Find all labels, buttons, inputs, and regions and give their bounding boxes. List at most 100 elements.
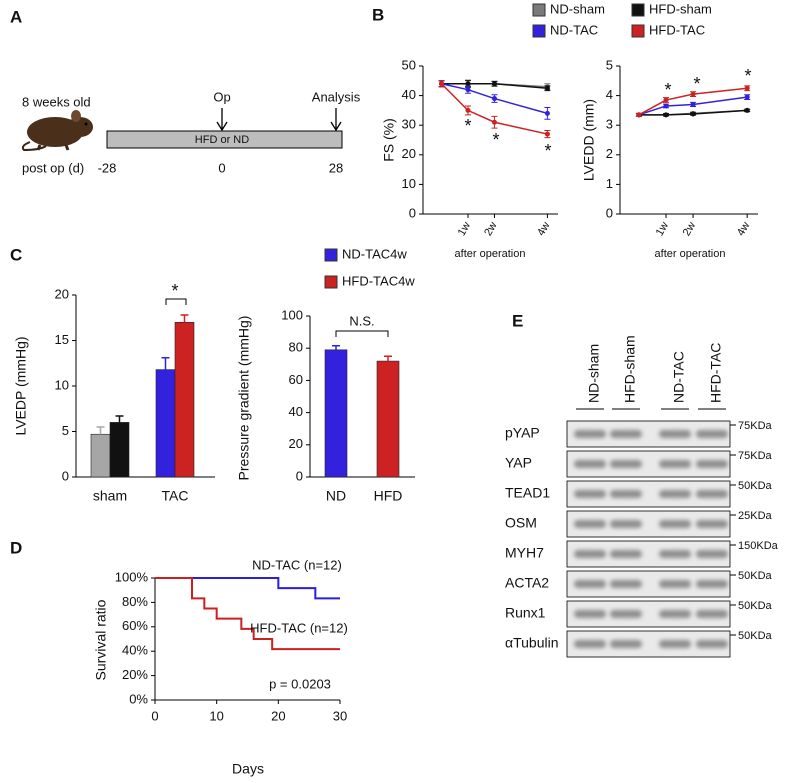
blot-band [696,550,728,558]
blot-band [696,640,728,648]
protein-label: TEAD1 [505,485,550,501]
error-bar [180,314,189,323]
blot-band [659,580,691,588]
protein-label: YAP [505,455,532,471]
y-tick-label: 80 [289,340,303,355]
protein-label: ACTA2 [505,575,549,591]
x-tick-label: TAC [162,488,189,504]
legend-swatch [324,248,338,262]
lane-label: ND-TAC [671,351,687,403]
y-axis-label: Pressure gradient (mmHg) [236,316,252,481]
series-line [155,577,340,651]
y-tick-label: 50 [402,57,416,72]
legend-label: HFD-sham [649,1,712,16]
blot-band [574,580,606,588]
blot-band [659,640,691,648]
y-tick-label: 40 [402,87,416,102]
marker-label: 50KDa [738,630,773,642]
legend-label: HFD-TAC [649,22,705,37]
y-tick-label: 20 [289,436,303,451]
blot-band [696,580,728,588]
protein-label: MYH7 [505,545,544,561]
y-tick-label: 10 [55,377,69,392]
blot-band [574,490,606,498]
bar-label: HFD or ND [195,134,249,146]
x-tick-label: 20 [271,708,285,723]
x-axis-label: after operation [655,248,726,260]
x-tick-label: 10 [209,708,223,723]
blot-band [696,610,728,618]
point [491,96,497,102]
y-axis-label: LVEDP (mmHg) [13,336,29,435]
blot-band [696,520,728,528]
lane-label: HFD-sham [622,335,638,403]
point [439,81,445,87]
analysis-label: Analysis [312,89,361,104]
arrow [216,108,228,132]
legend-swatch [532,24,546,38]
y-axis-label: FS (%) [381,118,397,162]
mouse-icon [21,110,93,152]
series-line [441,83,548,115]
timeline-tick: 28 [329,160,343,175]
legend-label: HFD-TAC4w [342,273,415,288]
series-line [638,109,748,116]
point [663,112,669,118]
blot-band [610,430,642,438]
y-tick-label: 60 [289,372,303,387]
point [690,111,696,117]
y-tick-label: 20 [55,286,69,301]
marker-label: 50KDa [738,570,773,582]
legend-label: ND-sham [550,1,605,16]
y-tick-label: 80% [122,594,148,609]
legend-swatch [532,3,546,17]
protein-label: αTubulin [505,635,559,651]
marker-label: 75KDa [738,450,773,462]
series-label: ND-TAC (n=12) [252,557,342,572]
marker-label: 50KDa [738,600,773,612]
protein-label: Runx1 [505,605,546,621]
bar [155,369,176,478]
significance-bracket [165,298,187,305]
x-tick-label: 30 [333,708,347,723]
blot-band [574,640,606,648]
annotation: p = 0.0203 [269,676,331,691]
series-line [440,83,548,135]
blot-band [659,460,691,468]
marker-label: 75KDa [738,420,773,432]
legend-swatch [324,275,338,289]
annotation: * [544,141,551,161]
error-bar [115,415,124,423]
point [465,81,471,87]
bar [174,321,195,478]
annotation: * [664,80,671,100]
panel-label: A [10,7,22,26]
age-label: 8 weeks old [22,94,91,109]
marker-label: 150KDa [738,540,779,552]
x-tick-label: 4w [735,220,752,238]
x-tick-label: HFD [374,488,403,504]
point [744,85,750,91]
blot-band [696,490,728,498]
annotation: * [464,116,471,136]
y-tick-label: 0% [129,691,148,706]
significance-bracket [335,330,389,337]
y-tick-label: 20 [402,146,416,161]
annotation: * [171,281,178,301]
blot-band [659,490,691,498]
blot-band [610,460,642,468]
point [690,91,696,97]
timeline-tick: -28 [98,160,117,175]
timeline-tick: 0 [218,160,225,175]
point [663,103,669,109]
x-tick-label: sham [93,488,127,504]
blot-band [696,430,728,438]
error-bar [96,426,105,435]
series-line [638,96,748,116]
blot-band [610,520,642,528]
blot-band [574,430,606,438]
y-tick-label: 10 [402,176,416,191]
y-tick-label: 60% [122,618,148,633]
series-line [441,83,548,89]
